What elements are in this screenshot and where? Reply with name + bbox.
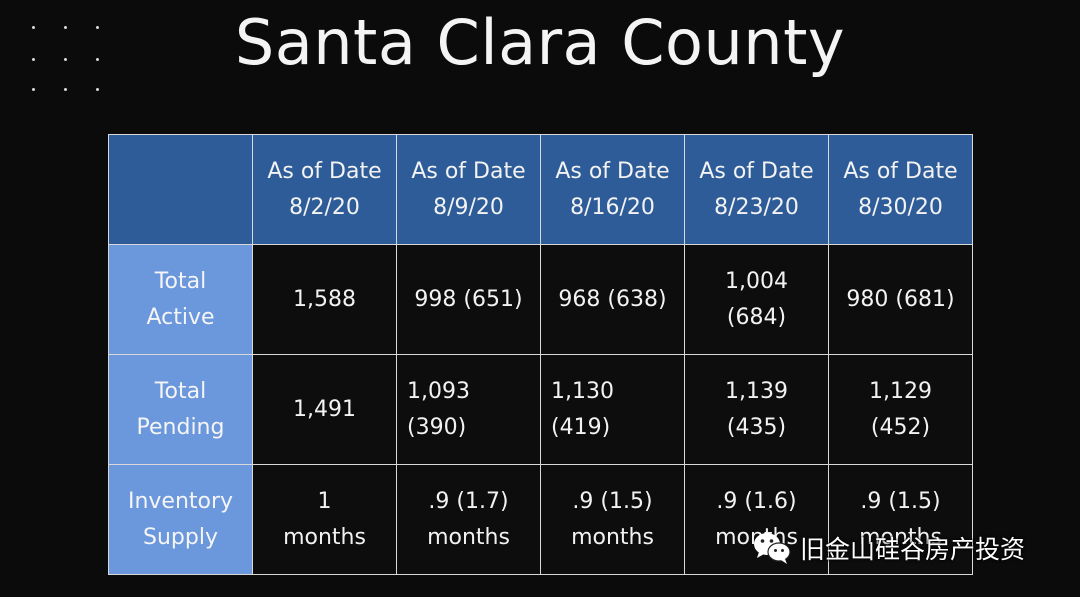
- row-label-total-active: Total Active: [108, 244, 253, 355]
- row-label-inventory-supply: Inventory Supply: [108, 464, 253, 575]
- date-header: As of Date 8/23/20: [684, 134, 829, 245]
- date-header-text: As of Date 8/9/20: [411, 158, 526, 220]
- date-header-text: As of Date 8/2/20: [267, 158, 382, 220]
- table-cell: .9 (1.6) months: [684, 464, 829, 575]
- date-header: As of Date 8/9/20: [396, 134, 541, 245]
- table-row: Total Pending 1,491 1,093 (390) 1,130 (419)…: [108, 354, 973, 465]
- table-cell: 1,093 (390): [396, 354, 541, 465]
- date-header-text: As of Date 8/16/20: [555, 158, 670, 220]
- row-label-total-pending: Total Pending: [108, 354, 253, 465]
- table-cell: 1 months: [252, 464, 397, 575]
- table-cell: .9 (1.7) months: [396, 464, 541, 575]
- corner-cell: [108, 134, 253, 245]
- table-cell: 1,129 (452): [828, 354, 973, 465]
- header-row: As of Date 8/2/20 As of Date 8/9/20 As of …: [108, 134, 973, 245]
- table-cell: 980 (681): [828, 244, 973, 355]
- slide-title: Santa Clara County: [234, 6, 846, 79]
- table-cell: 1,139 (435): [684, 354, 829, 465]
- table-cell: 1,004 (684): [684, 244, 829, 355]
- date-header-text: As of Date 8/23/20: [699, 158, 814, 220]
- table-cell: .9 (1.5) months: [828, 464, 973, 575]
- decorative-dots: [24, 20, 114, 100]
- table-cell: 1,588: [252, 244, 397, 355]
- watermark: 旧金山硅谷房产投资: [752, 526, 1025, 570]
- date-header-text: As of Date 8/30/20: [843, 158, 958, 220]
- table-cell: 998 (651): [396, 244, 541, 355]
- wechat-icon: [754, 533, 791, 564]
- table-cell: 1,130 (419): [540, 354, 685, 465]
- date-header: As of Date 8/2/20: [252, 134, 397, 245]
- table-cell: 968 (638): [540, 244, 685, 355]
- date-header: As of Date 8/30/20: [828, 134, 973, 245]
- watermark-text: 旧金山硅谷房产投资: [800, 535, 1026, 564]
- table-cell: 1,491: [252, 354, 397, 465]
- table-cell: .9 (1.5) months: [540, 464, 685, 575]
- inventory-table: As of Date 8/2/20 As of Date 8/9/20 As of …: [108, 134, 973, 575]
- table-row: Inventory Supply 1 months .9 (1.7) months .…: [108, 464, 973, 575]
- date-header: As of Date 8/16/20: [540, 134, 685, 245]
- table-row: Total Active 1,588 998 (651) 968 (638) 1,…: [108, 244, 973, 355]
